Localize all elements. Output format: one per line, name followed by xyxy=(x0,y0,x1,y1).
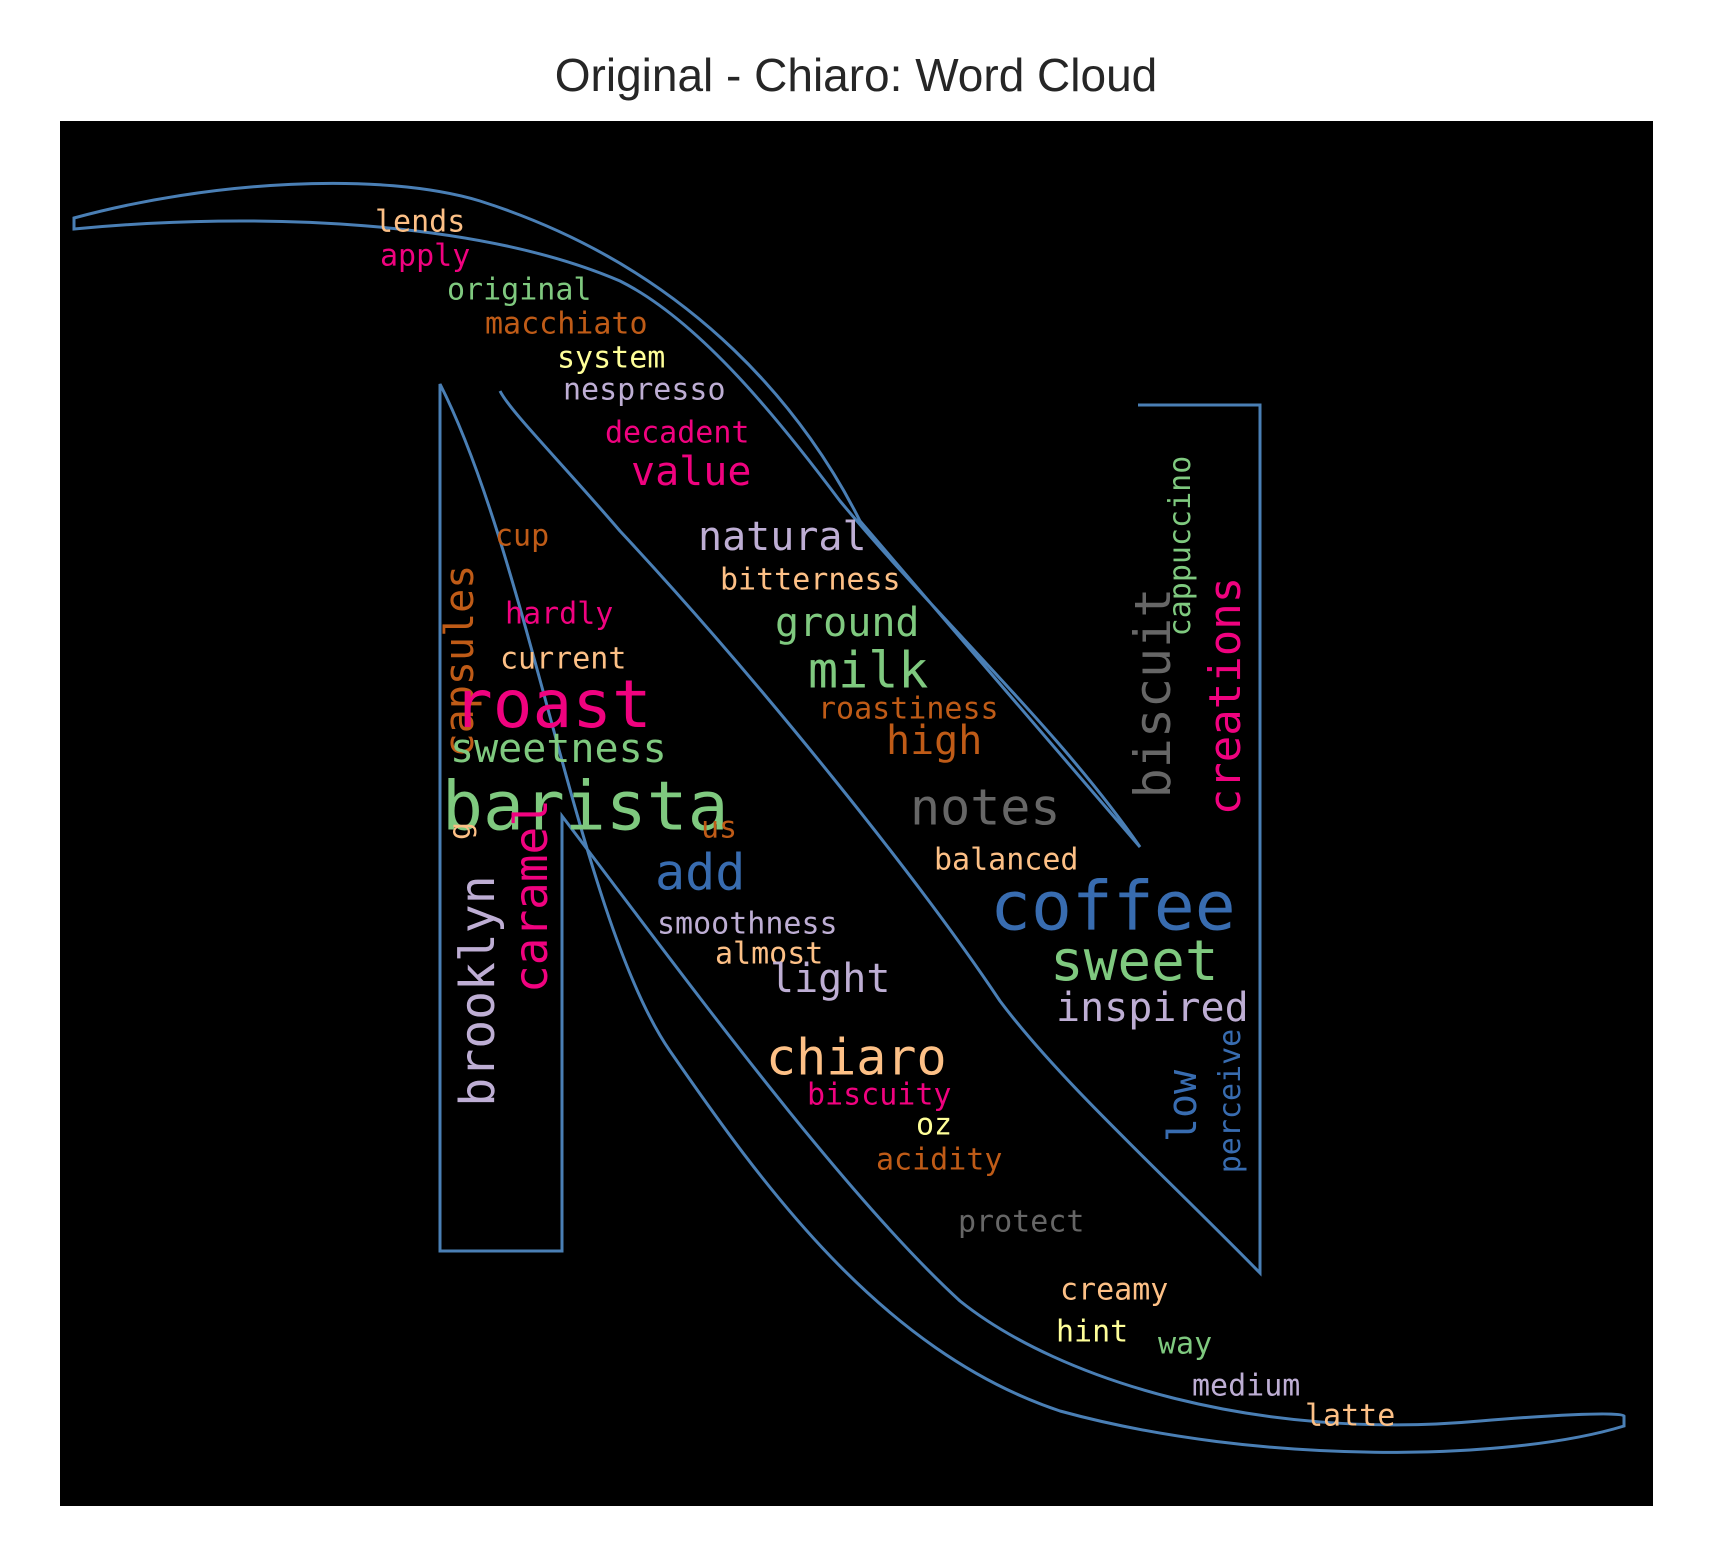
word-creamy: creamy xyxy=(1060,1273,1168,1308)
word-lends: lends xyxy=(375,205,465,240)
word-medium: medium xyxy=(1192,1369,1300,1404)
word-cappuccino: cappuccino xyxy=(1163,456,1198,637)
word-bitterness: bitterness xyxy=(720,563,901,598)
word-add: add xyxy=(655,844,745,902)
word-balanced: balanced xyxy=(934,843,1079,878)
word-high: high xyxy=(886,718,982,764)
word-macchiato: macchiato xyxy=(485,307,648,342)
word-oz: oz xyxy=(916,1108,952,1143)
word-roast: roast xyxy=(453,666,652,743)
word-barista: barista xyxy=(442,768,729,847)
left-stroke-outline xyxy=(438,383,1626,1454)
word-light: light xyxy=(770,956,890,1002)
word-system: system xyxy=(557,341,665,376)
word-original: original xyxy=(447,273,592,308)
word-latte: latte xyxy=(1305,1399,1395,1434)
top-swoosh-outline xyxy=(72,181,1142,848)
word-us: us xyxy=(701,811,737,846)
word-creations: creations xyxy=(1200,577,1251,815)
word-notes: notes xyxy=(910,779,1061,837)
word-cup: cup xyxy=(495,519,549,554)
word-decadent: decadent xyxy=(605,416,750,451)
word-caramel: caramel xyxy=(504,799,558,993)
word-way: way xyxy=(1158,1327,1212,1362)
word-acidity: acidity xyxy=(876,1143,1002,1178)
word-sweet: sweet xyxy=(1050,929,1219,994)
word-capsules: capsules xyxy=(437,565,483,758)
word-brooklyn: brooklyn xyxy=(450,875,506,1106)
word-biscuit: biscuit xyxy=(1124,588,1182,799)
word-apply: apply xyxy=(380,239,470,274)
word-g: g xyxy=(443,822,478,840)
word-milk: milk xyxy=(808,642,928,700)
word-hint: hint xyxy=(1056,1315,1128,1350)
word-value: value xyxy=(631,449,751,495)
n-logo-outline xyxy=(72,181,1626,1454)
word-almost: almost xyxy=(715,937,823,972)
right-bar-outline xyxy=(498,390,1262,1277)
word-low: low xyxy=(1160,1069,1206,1142)
word-coffee: coffee xyxy=(990,868,1236,947)
word-protect: protect xyxy=(958,1205,1084,1240)
page-title: Original - Chiaro: Word Cloud xyxy=(554,49,1158,101)
word-perceive: perceive xyxy=(1213,1029,1248,1174)
word-biscuity: biscuity xyxy=(807,1078,952,1113)
word-sweetness: sweetness xyxy=(450,726,667,772)
word-roastiness: roastiness xyxy=(818,692,999,727)
word-nespresso: nespresso xyxy=(563,373,726,408)
word-smoothness: smoothness xyxy=(657,907,838,942)
word-cloud-canvas: lends apply original macchiato system nespres… xyxy=(60,121,1653,1506)
word-current: current xyxy=(500,642,626,677)
word-hardly: hardly xyxy=(505,597,613,632)
word-chiaro: chiaro xyxy=(766,1029,947,1087)
word-inspired: inspired xyxy=(1056,985,1249,1031)
word-ground: ground xyxy=(775,600,920,646)
word-cloud: lendsapplyoriginalmacchiatosystemnespres… xyxy=(72,181,1626,1454)
words-layer: lendsapplyoriginalmacchiatosystemnespres… xyxy=(375,205,1395,1434)
word-natural: natural xyxy=(698,514,867,560)
